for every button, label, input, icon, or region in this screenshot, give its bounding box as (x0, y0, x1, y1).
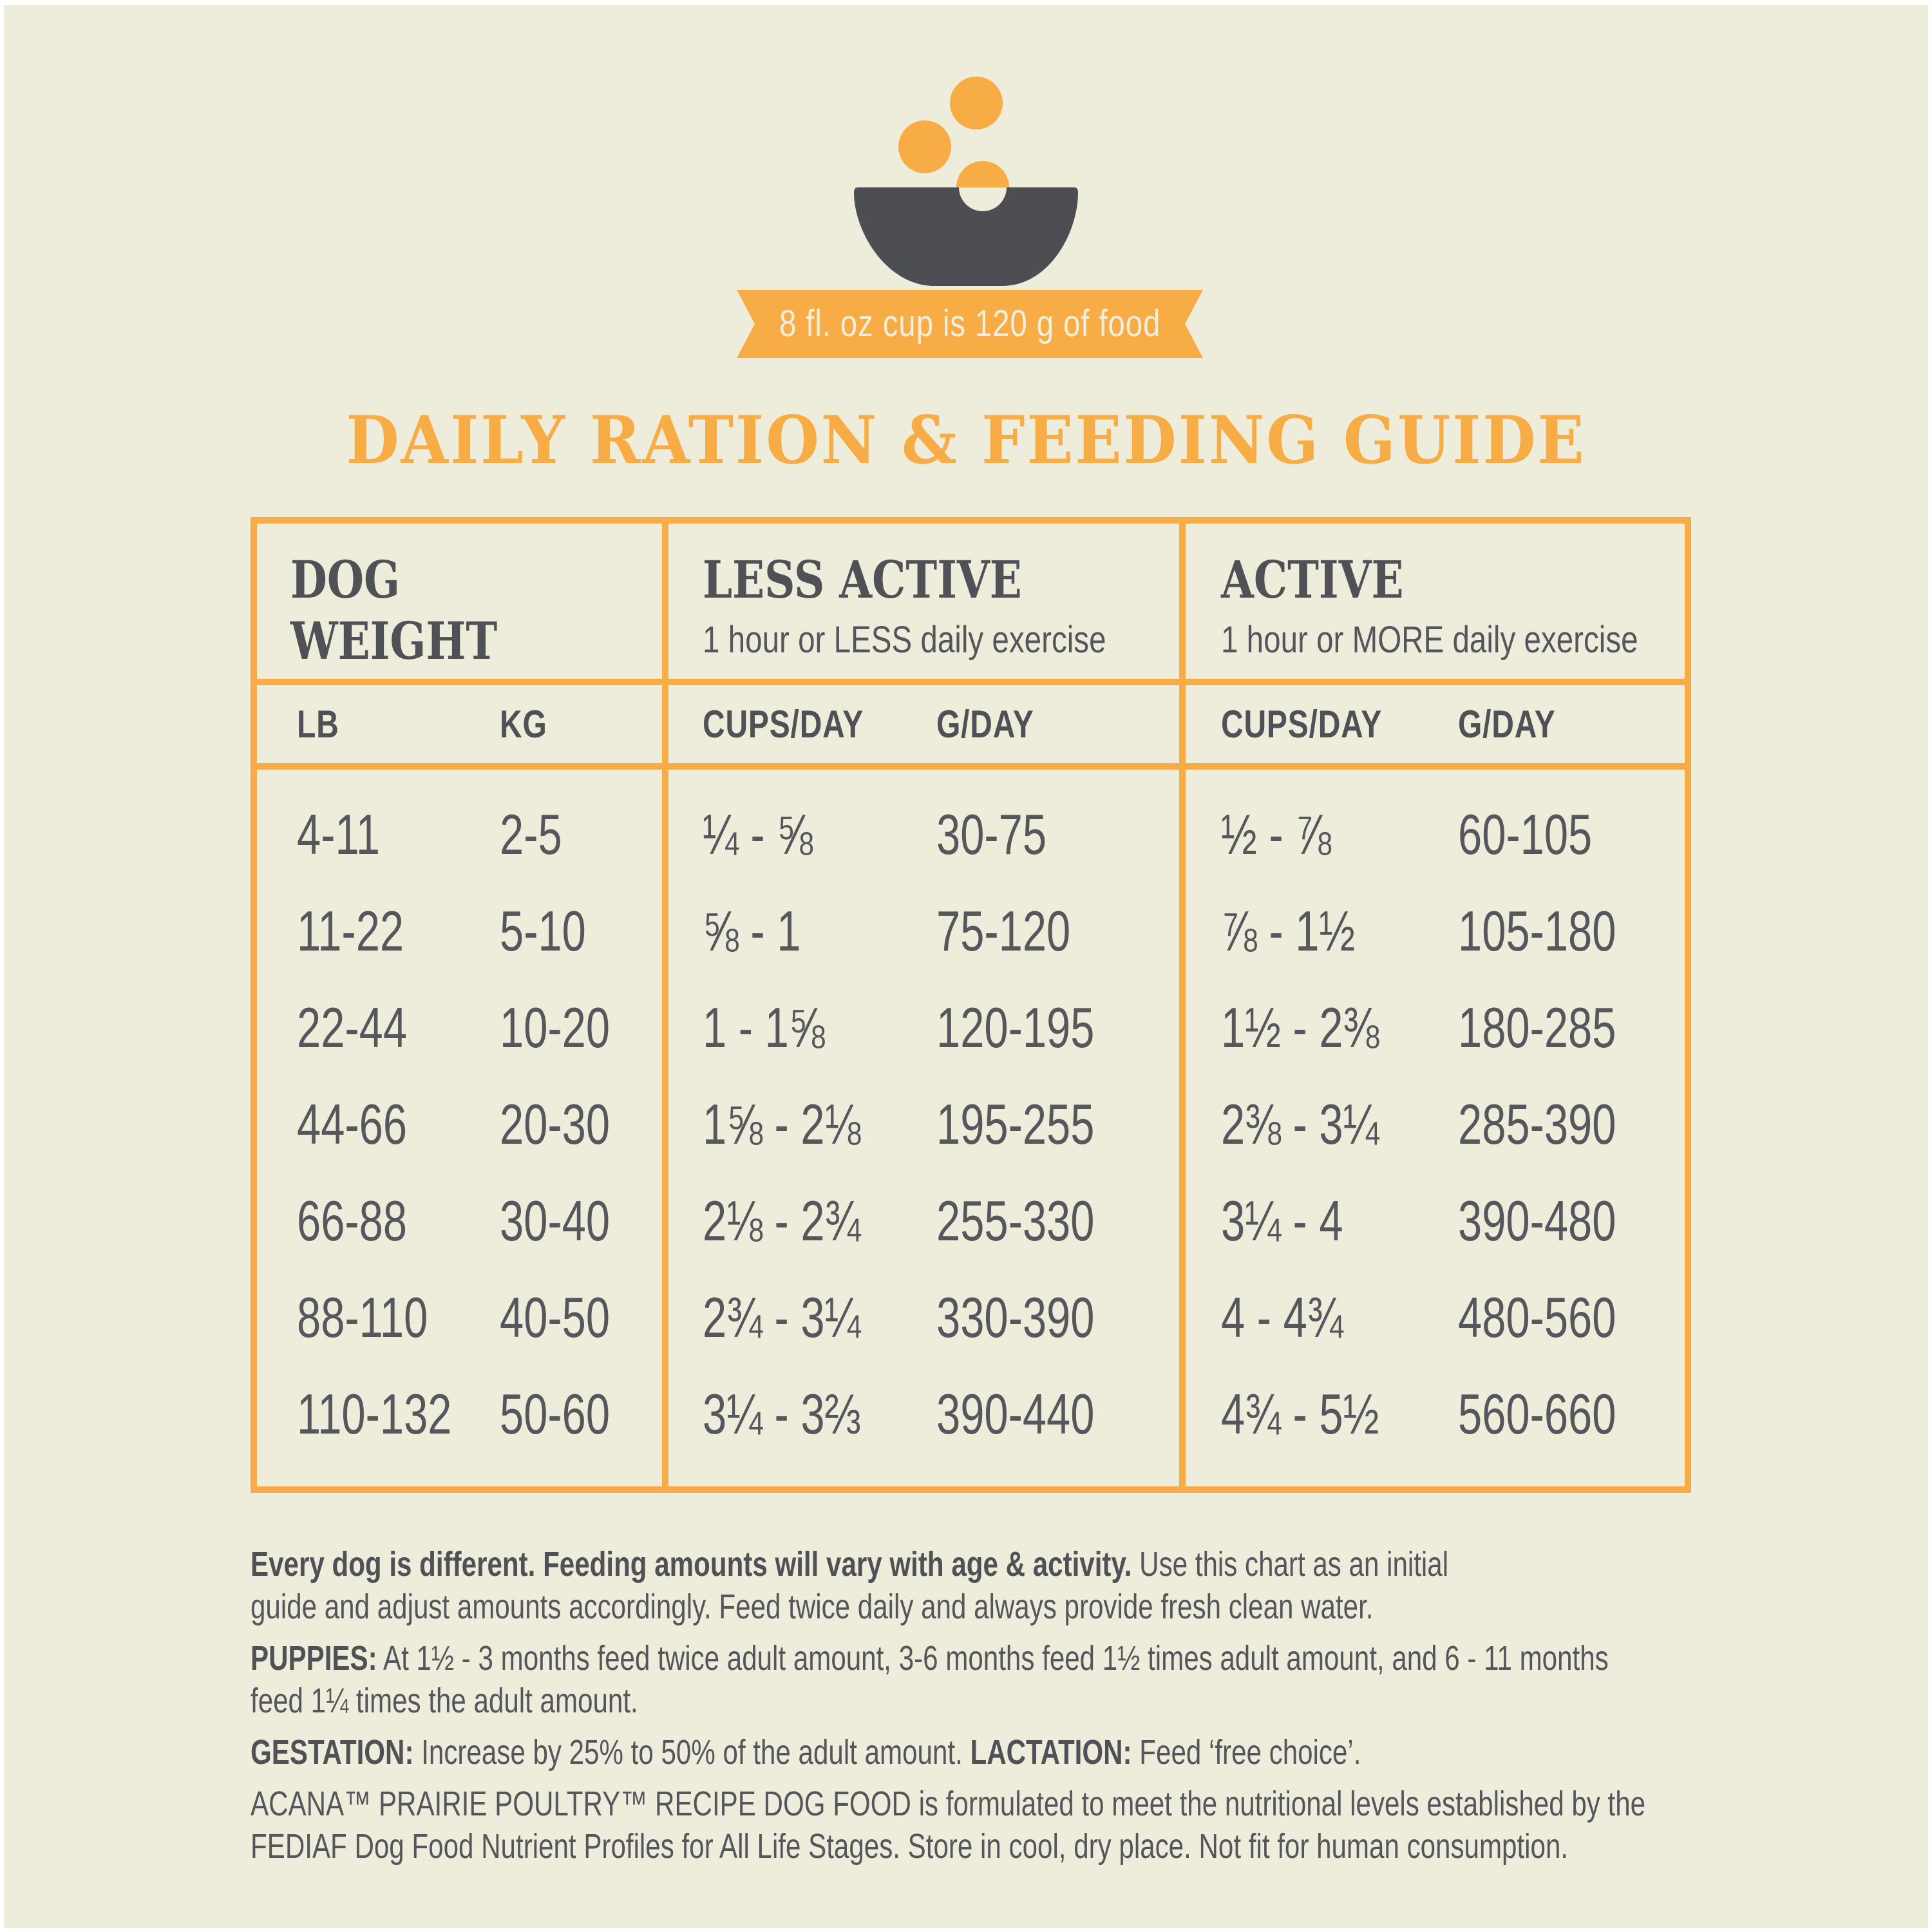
cell-cups-active: 4¾ - 5½ (1221, 1382, 1379, 1446)
cup-measure-banner: 8 fl. oz cup is 120 g of food (737, 290, 1203, 358)
page-title: DAILY RATION & FEEDING GUIDE (346, 402, 1586, 479)
cell-grams-less-active: 330-390 (936, 1285, 1095, 1349)
table-row: 22-44 10-20 1 - 1⅝ 120-195 1½ - 2⅜ 180-2… (257, 980, 1685, 1076)
cell-cups-less-active: ⅝ - 1 (703, 899, 801, 963)
cell-kg: 5-10 (500, 899, 586, 963)
note-general: Every dog is different. Feeding amounts … (251, 1543, 1908, 1628)
table-row: 88-110 40-50 2¾ - 3¼ 330-390 4 - 4¾ 480-… (257, 1269, 1685, 1366)
table-row: 110-132 50-60 3¼ - 3⅔ 390-440 4¾ - 5½ 56… (257, 1366, 1685, 1463)
header-active: ACTIVE 1 hour or MORE daily exercise (1221, 549, 1730, 661)
note-general-bold: Every dog is different. Feeding amounts … (251, 1545, 1132, 1584)
cup-measure-text: 8 fl. oz cup is 120 g of food (779, 303, 1161, 345)
col-header-kg: KG (500, 703, 547, 746)
cell-grams-active: 105-180 (1458, 899, 1616, 963)
cell-grams-active: 60-105 (1458, 802, 1593, 866)
header-dog-weight-line1: DOG (290, 549, 401, 610)
cell-cups-active: ⅞ - 1½ (1221, 899, 1356, 963)
table-row: 11-22 5-10 ⅝ - 1 75-120 ⅞ - 1½ 105-180 (257, 883, 1685, 980)
cell-lb: 44-66 (297, 1092, 408, 1156)
note-gestation-label: GESTATION: (251, 1733, 414, 1772)
col-header-cups-la: CUPS/DAY (703, 703, 864, 746)
note-puppies-text: At 1½ - 3 months feed twice adult amount… (377, 1639, 1609, 1678)
header-less-active: LESS ACTIVE 1 hour or LESS daily exercis… (703, 549, 1195, 661)
units-header-row: LB KG CUPS/DAY G/DAY CUPS/DAY G/DAY (257, 685, 1685, 763)
cell-lb: 11-22 (297, 899, 404, 963)
cell-grams-less-active: 120-195 (936, 996, 1095, 1059)
header-active-title: ACTIVE (1221, 549, 1404, 610)
cell-cups-less-active: 1⅝ - 2⅛ (703, 1092, 861, 1156)
note-formulation: ACANA™ PRAIRIE POULTRY™ RECIPE DOG FOOD … (251, 1783, 1908, 1868)
feeding-table: DOG WEIGHT LESS ACTIVE 1 hour or LESS da… (251, 517, 1691, 1493)
cell-lb: 4-11 (297, 802, 380, 866)
cell-cups-active: 4 - 4¾ (1221, 1285, 1343, 1349)
table-row: 4-11 2-5 ¼ - ⅝ 30-75 ½ - ⅞ 60-105 (257, 786, 1685, 883)
feeding-guide-panel: 8 fl. oz cup is 120 g of food DAILY RATI… (4, 5, 1928, 1928)
cell-cups-less-active: ¼ - ⅝ (703, 802, 813, 866)
cell-kg: 10-20 (500, 996, 611, 1059)
feeding-notes: Every dog is different. Feeding amounts … (251, 1543, 1908, 1877)
bowl-shape (854, 187, 1078, 286)
cell-cups-less-active: 2⅛ - 2¾ (703, 1189, 861, 1253)
kibble-dot-icon (956, 161, 1009, 187)
header-dog-weight-line2: WEIGHT (290, 611, 498, 671)
cell-grams-active: 180-285 (1458, 996, 1616, 1059)
food-bowl-icon (854, 77, 1078, 286)
table-row: 44-66 20-30 1⅝ - 2⅛ 195-255 2⅜ - 3¼ 285-… (257, 1076, 1685, 1173)
table-body: 4-11 2-5 ¼ - ⅝ 30-75 ½ - ⅞ 60-105 11-22 … (257, 770, 1685, 1486)
cell-lb: 110-132 (297, 1382, 452, 1446)
food-bowl-graphic (828, 63, 1112, 295)
cell-grams-less-active: 30-75 (936, 802, 1047, 866)
note-general-rest: Use this chart as an initial (1132, 1545, 1449, 1584)
cell-kg: 2-5 (500, 802, 562, 866)
cell-cups-less-active: 2¾ - 3¼ (703, 1285, 861, 1349)
cell-grams-less-active: 390-440 (936, 1382, 1095, 1446)
cell-grams-active: 285-390 (1458, 1092, 1616, 1156)
cell-lb: 66-88 (297, 1189, 408, 1253)
header-active-subtitle: 1 hour or MORE daily exercise (1221, 619, 1638, 661)
cell-grams-less-active: 195-255 (936, 1092, 1095, 1156)
cell-grams-active: 390-480 (1458, 1189, 1616, 1253)
cell-grams-less-active: 255-330 (936, 1189, 1095, 1253)
column-divider (1179, 524, 1186, 1486)
col-header-lb: LB (297, 703, 339, 746)
note-lactation-label: LACTATION: (970, 1733, 1132, 1772)
cell-kg: 20-30 (500, 1092, 611, 1156)
cell-cups-active: 2⅜ - 3¼ (1221, 1092, 1379, 1156)
row-divider (257, 679, 1685, 685)
note-gestation-lactation: GESTATION: Increase by 25% to 50% of the… (251, 1731, 1908, 1774)
note-formulation-line1: ACANA™ PRAIRIE POULTRY™ RECIPE DOG FOOD … (251, 1785, 1646, 1823)
cell-kg: 30-40 (500, 1189, 611, 1253)
cell-lb: 88-110 (297, 1285, 428, 1349)
note-formulation-line2: FEDIAF Dog Food Nutrient Profiles for Al… (251, 1827, 1569, 1866)
header-less-active-subtitle: 1 hour or LESS daily exercise (703, 619, 1106, 661)
cell-kg: 40-50 (500, 1285, 611, 1349)
note-lactation-text: Feed ‘free choice’. (1132, 1733, 1361, 1772)
header-dog-weight: DOG WEIGHT (290, 549, 497, 672)
cell-grams-active: 560-660 (1458, 1382, 1616, 1446)
cell-kg: 50-60 (500, 1382, 611, 1446)
note-puppies-label: PUPPIES: (251, 1639, 377, 1678)
note-puppies-line2: feed 1¼ times the adult amount. (251, 1681, 638, 1720)
cell-cups-active: 3¼ - 4 (1221, 1189, 1343, 1253)
col-header-g-a: G/DAY (1458, 703, 1556, 746)
kibble-dot-icon (950, 77, 1003, 129)
cell-cups-active: 1½ - 2⅜ (1221, 996, 1379, 1059)
note-general-line2: guide and adjust amounts accordingly. Fe… (251, 1587, 1374, 1626)
table-row: 66-88 30-40 2⅛ - 2¾ 255-330 3¼ - 4 390-4… (257, 1173, 1685, 1269)
row-divider (257, 763, 1685, 770)
cell-grams-less-active: 75-120 (936, 899, 1071, 963)
col-header-g-la: G/DAY (936, 703, 1034, 746)
kibble-dot-icon (898, 120, 951, 173)
cell-cups-less-active: 1 - 1⅝ (703, 996, 825, 1059)
cell-cups-active: ½ - ⅞ (1221, 802, 1331, 866)
column-divider (662, 524, 668, 1486)
cell-grams-active: 480-560 (1458, 1285, 1616, 1349)
note-puppies: PUPPIES: At 1½ - 3 months feed twice adu… (251, 1637, 1908, 1722)
header-less-active-title: LESS ACTIVE (703, 549, 1022, 610)
cell-cups-less-active: 3¼ - 3⅔ (703, 1382, 861, 1446)
cell-lb: 22-44 (297, 996, 408, 1059)
col-header-cups-a: CUPS/DAY (1221, 703, 1383, 746)
note-gestation-text: Increase by 25% to 50% of the adult amou… (413, 1733, 971, 1772)
